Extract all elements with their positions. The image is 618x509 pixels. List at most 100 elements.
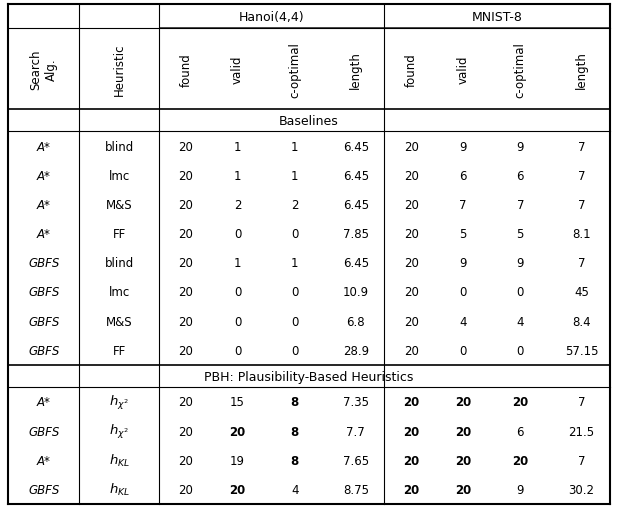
Text: A*: A*	[37, 140, 51, 153]
Text: GBFS: GBFS	[28, 286, 59, 299]
Text: GBFS: GBFS	[28, 315, 59, 328]
Text: 15: 15	[230, 395, 245, 409]
Text: 6: 6	[517, 169, 524, 182]
Text: valid: valid	[457, 55, 470, 83]
Text: 28.9: 28.9	[343, 344, 369, 357]
Text: 0: 0	[234, 344, 241, 357]
Text: GBFS: GBFS	[28, 344, 59, 357]
Text: 20: 20	[179, 315, 193, 328]
Text: 20: 20	[179, 454, 193, 467]
Text: 0: 0	[234, 228, 241, 241]
Text: 20: 20	[404, 454, 420, 467]
Text: 7.7: 7.7	[347, 425, 365, 438]
Text: 8.4: 8.4	[572, 315, 591, 328]
Text: 20: 20	[455, 454, 471, 467]
Text: A*: A*	[37, 169, 51, 182]
Text: 8: 8	[290, 425, 299, 438]
Text: valid: valid	[231, 55, 244, 83]
Text: 0: 0	[234, 286, 241, 299]
Text: $h_{\chi^2}$: $h_{\chi^2}$	[109, 393, 129, 411]
Text: 20: 20	[179, 169, 193, 182]
Text: 20: 20	[404, 286, 419, 299]
Text: 8: 8	[290, 454, 299, 467]
Text: 6.45: 6.45	[343, 140, 369, 153]
Text: 20: 20	[404, 483, 420, 496]
Text: 20: 20	[179, 483, 193, 496]
Text: 20: 20	[179, 199, 193, 212]
Text: 20: 20	[455, 425, 471, 438]
Text: 20: 20	[404, 395, 420, 409]
Text: 57.15: 57.15	[565, 344, 598, 357]
Text: 30.2: 30.2	[569, 483, 595, 496]
Text: 8: 8	[290, 395, 299, 409]
Text: 20: 20	[404, 199, 419, 212]
Text: 45: 45	[574, 286, 589, 299]
Text: 20: 20	[179, 425, 193, 438]
Text: 7: 7	[578, 199, 585, 212]
Text: 7: 7	[578, 257, 585, 270]
Text: GBFS: GBFS	[28, 425, 59, 438]
Text: 9: 9	[459, 257, 467, 270]
Text: 20: 20	[404, 140, 419, 153]
Text: 4: 4	[459, 315, 467, 328]
Text: 6.8: 6.8	[347, 315, 365, 328]
Text: found: found	[179, 52, 192, 87]
Text: A*: A*	[37, 228, 51, 241]
Text: Baselines: Baselines	[279, 115, 339, 128]
Text: 2: 2	[291, 199, 298, 212]
Text: 20: 20	[179, 286, 193, 299]
Text: PBH: Plausibility-Based Heuristics: PBH: Plausibility-Based Heuristics	[205, 370, 413, 383]
Text: $h_{KL}$: $h_{KL}$	[109, 453, 130, 468]
Text: lmc: lmc	[109, 286, 130, 299]
Text: A*: A*	[37, 199, 51, 212]
Text: 9: 9	[517, 257, 524, 270]
Text: 6: 6	[517, 425, 524, 438]
Text: 0: 0	[291, 286, 298, 299]
Text: 7.35: 7.35	[343, 395, 369, 409]
Text: 20: 20	[229, 483, 245, 496]
Text: M&S: M&S	[106, 199, 132, 212]
Text: Hanoi(4,4): Hanoi(4,4)	[239, 11, 305, 23]
Text: length: length	[575, 50, 588, 89]
Text: 2: 2	[234, 199, 241, 212]
Text: 6.45: 6.45	[343, 199, 369, 212]
Text: 7: 7	[517, 199, 524, 212]
Text: length: length	[349, 50, 362, 89]
Text: 1: 1	[234, 140, 241, 153]
Text: lmc: lmc	[109, 169, 130, 182]
Text: 7: 7	[578, 454, 585, 467]
Text: 20: 20	[404, 169, 419, 182]
Text: 6: 6	[459, 169, 467, 182]
Text: 20: 20	[179, 228, 193, 241]
Text: found: found	[405, 52, 418, 87]
Text: 6.45: 6.45	[343, 169, 369, 182]
Text: Search
Alg.: Search Alg.	[30, 49, 57, 90]
Text: 7: 7	[578, 395, 585, 409]
Text: 8.1: 8.1	[572, 228, 591, 241]
Text: 20: 20	[229, 425, 245, 438]
Text: 0: 0	[291, 228, 298, 241]
Text: 0: 0	[459, 286, 467, 299]
Text: 7: 7	[459, 199, 467, 212]
Text: GBFS: GBFS	[28, 483, 59, 496]
Text: 0: 0	[234, 315, 241, 328]
Text: 1: 1	[234, 169, 241, 182]
Text: 20: 20	[512, 454, 528, 467]
Text: 9: 9	[517, 140, 524, 153]
Text: 20: 20	[404, 257, 419, 270]
Text: $h_{\chi^2}$: $h_{\chi^2}$	[109, 422, 129, 440]
Text: blind: blind	[104, 140, 134, 153]
Text: 5: 5	[517, 228, 524, 241]
Text: 7: 7	[578, 169, 585, 182]
Text: 0: 0	[517, 344, 524, 357]
Text: $h_{KL}$: $h_{KL}$	[109, 482, 130, 497]
Text: 20: 20	[404, 228, 419, 241]
Text: FF: FF	[112, 344, 126, 357]
Text: MNIST-8: MNIST-8	[472, 11, 523, 23]
Text: 20: 20	[404, 344, 419, 357]
Text: 0: 0	[517, 286, 524, 299]
Text: 1: 1	[234, 257, 241, 270]
Text: 9: 9	[517, 483, 524, 496]
Text: Heuristic: Heuristic	[112, 43, 125, 96]
Text: 0: 0	[291, 315, 298, 328]
